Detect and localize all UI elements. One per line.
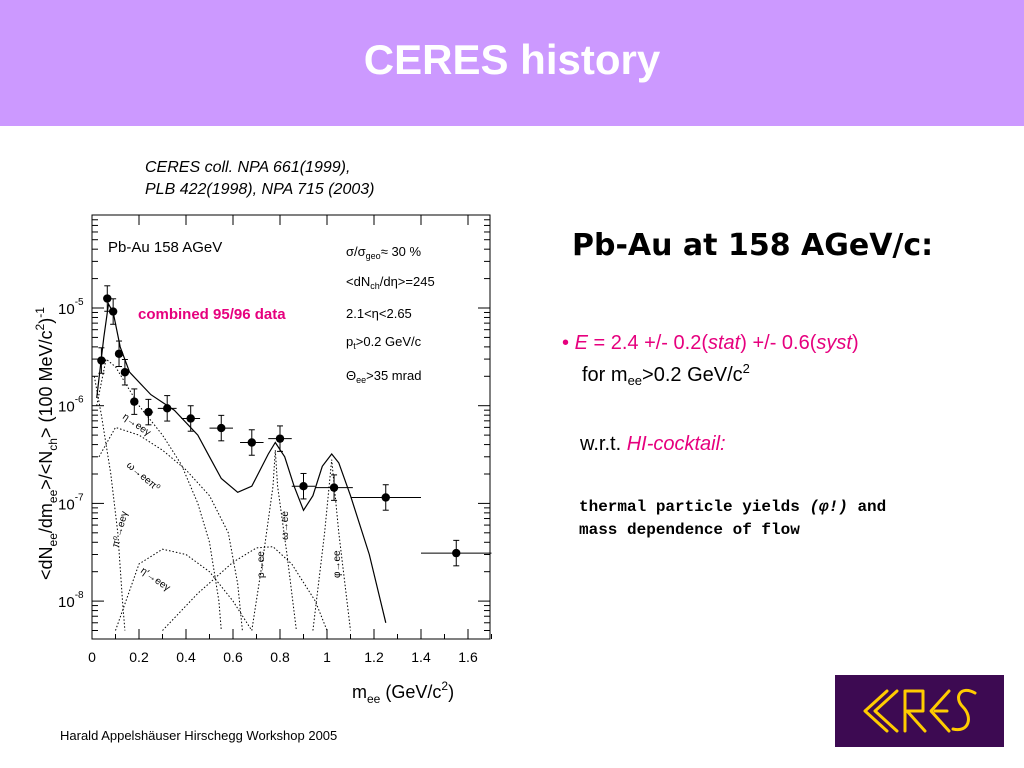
footer-text: Harald Appelshäuser Hirschegg Workshop 2… [60, 728, 338, 743]
side-heading: Pb-Au at 158 AGeV/c: [572, 228, 934, 263]
data-point [103, 294, 112, 303]
mass-cut-value: >0.2 GeV/c [642, 364, 743, 386]
eta-prime-dalitz-curve [115, 548, 253, 631]
cut-opening-angle: Θee>35 mrad [346, 368, 421, 385]
ceres-logo [835, 675, 1004, 747]
data-point [130, 397, 139, 406]
bullet-marker: • [562, 332, 570, 354]
cut-centrality: σ/σgeo≈ 30 % [346, 244, 422, 261]
reference-text: CERES coll. NPA 661(1999), PLB 422(1998)… [145, 157, 374, 201]
data-point [329, 483, 339, 492]
eta-dalitz-curve [96, 358, 222, 631]
data-point [108, 307, 118, 316]
note-text-a: thermal particle yields [579, 498, 810, 516]
data-point [114, 349, 124, 358]
data-point [275, 434, 285, 443]
enhancement-symbol: E [574, 332, 588, 354]
reference-line-2: PLB 422(1998), NPA 715 (2003) [145, 181, 375, 198]
stat-label: stat [708, 332, 741, 354]
cuts-legend: σ/σgeo≈ 30 % <dNch/dη>=245 2.1<η<2.65 pt… [346, 244, 435, 385]
syst-label: syst [816, 332, 852, 354]
enhancement-value: = 2.4 +/- 0.2( [587, 332, 708, 354]
physics-note-line-2: mass dependence of flow [579, 521, 800, 539]
x-axis-label: mee (GeV/c2) [352, 679, 454, 706]
cut-rapidity: 2.1<η<2.65 [346, 306, 412, 321]
y-tick-label: 10-8 [58, 590, 84, 611]
data-point [381, 493, 390, 502]
cut-multiplicity: <dNch/dη>=245 [346, 274, 435, 291]
pi0-dalitz-curve [93, 376, 126, 631]
wrt-line: w.r.t. HI-cocktail: [580, 433, 726, 456]
data-point [186, 414, 195, 423]
enhancement-bullet: • E = 2.4 +/- 0.2(stat) +/- 0.6(syst) fo… [562, 330, 859, 394]
data-point [97, 356, 106, 365]
mass-cut-prefix: for m [582, 364, 628, 386]
cocktail-total-curve [96, 302, 387, 623]
omega-dalitz-curve [98, 426, 243, 631]
y-tick-label: 10-6 [58, 395, 84, 416]
curve-label-phi: φ→ee [332, 550, 343, 578]
dilepton-spectrum-chart: 0 0.2 0.4 0.6 0.8 1 1.2 1.4 1.610-510-610-710-8 … [33, 214, 492, 706]
phi-curve [312, 459, 351, 631]
curve-label-omega-dalitz: ω→eeπ⁰ [124, 460, 162, 494]
enhancement-close: ) [851, 332, 859, 354]
y-tick-label: 10-7 [58, 492, 84, 513]
wrt-cocktail: HI-cocktail: [626, 433, 726, 455]
title-bar: CERES history [0, 0, 1024, 126]
note-text-c: and [847, 498, 887, 516]
data-point [247, 438, 256, 447]
data-point [217, 423, 226, 433]
data-point [163, 404, 172, 413]
y-tick-label: 10-5 [58, 297, 84, 318]
mass-cut-sub: ee [627, 373, 643, 388]
x-tick-label: 0.6 [223, 649, 243, 665]
inset-title: Pb-Au 158 AGeV [108, 239, 222, 256]
x-tick-label: 0.4 [176, 649, 196, 665]
x-tick-label: 1.4 [411, 649, 431, 665]
x-tick-label: 1.2 [364, 649, 384, 665]
curve-label-omega: ω→ee [280, 511, 291, 540]
x-tick-label: 1 [323, 649, 331, 665]
curve-label-rho: ρ→ee [256, 551, 267, 578]
syst-value: ) +/- 0.6( [740, 332, 817, 354]
data-point [299, 481, 308, 491]
reference-line-1: CERES coll. NPA 661(1999), [145, 159, 351, 176]
ceres-logo-mark [863, 688, 977, 733]
x-tick-label: 0 [88, 649, 96, 665]
rho-curve [162, 546, 328, 631]
data-label: combined 95/96 data [138, 306, 286, 323]
enhancement-line-2: for mee>0.2 GeV/c2 [562, 356, 859, 394]
cut-pt: pt>0.2 GeV/c [346, 334, 422, 351]
x-tick-label: 0.2 [129, 649, 149, 665]
mass-cut-sup: 2 [742, 361, 750, 376]
y-axis-label: <dNee/dmee>/<Nch> (100 MeV/c2)-1 [33, 307, 60, 580]
physics-note: thermal particle yields (φ!) and mass de… [579, 496, 886, 542]
x-tick-label: 0.8 [270, 649, 290, 665]
curve-label-pi0: π⁰→eeγ [110, 510, 130, 549]
page-title: CERES history [363, 36, 661, 83]
data-point [120, 368, 130, 377]
x-tick-label: 1.6 [458, 649, 478, 665]
data-point [144, 407, 153, 417]
data-point [452, 548, 461, 558]
enhancement-line-1: • E = 2.4 +/- 0.2(stat) +/- 0.6(syst) [562, 330, 859, 356]
physics-note-line-1: thermal particle yields (φ!) and [579, 496, 886, 519]
curve-label-etaprime: η′→eeγ [138, 565, 172, 593]
wrt-prefix: w.r.t. [580, 433, 627, 455]
note-phi: (φ!) [809, 498, 848, 516]
